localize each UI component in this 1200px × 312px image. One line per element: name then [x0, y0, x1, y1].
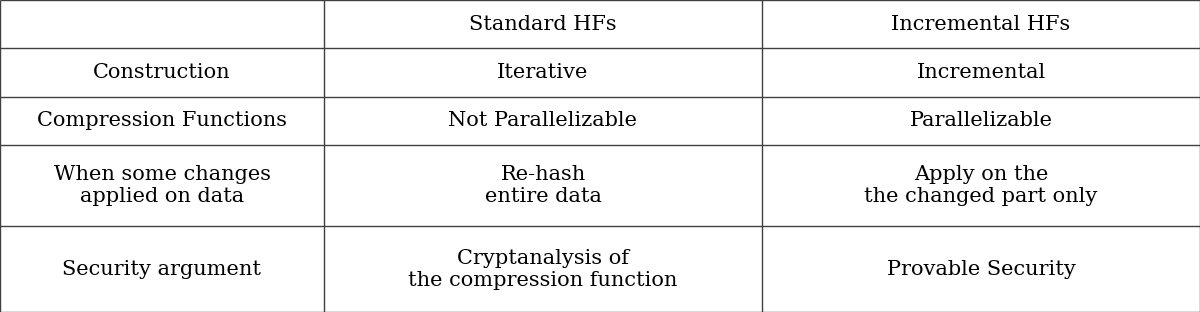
Text: Incremental: Incremental — [917, 63, 1045, 82]
Text: Iterative: Iterative — [497, 63, 589, 82]
Text: Construction: Construction — [94, 63, 230, 82]
Text: Apply on the
the changed part only: Apply on the the changed part only — [864, 165, 1098, 206]
Text: Parallelizable: Parallelizable — [910, 111, 1052, 130]
Text: When some changes
applied on data: When some changes applied on data — [54, 165, 270, 206]
Text: Not Parallelizable: Not Parallelizable — [449, 111, 637, 130]
Text: Standard HFs: Standard HFs — [469, 15, 617, 34]
Text: Security argument: Security argument — [62, 260, 262, 279]
Text: Re-hash
entire data: Re-hash entire data — [485, 165, 601, 206]
Text: Cryptanalysis of
the compression function: Cryptanalysis of the compression functio… — [408, 249, 678, 290]
Text: Compression Functions: Compression Functions — [37, 111, 287, 130]
Text: Incremental HFs: Incremental HFs — [892, 15, 1070, 34]
Text: Provable Security: Provable Security — [887, 260, 1075, 279]
